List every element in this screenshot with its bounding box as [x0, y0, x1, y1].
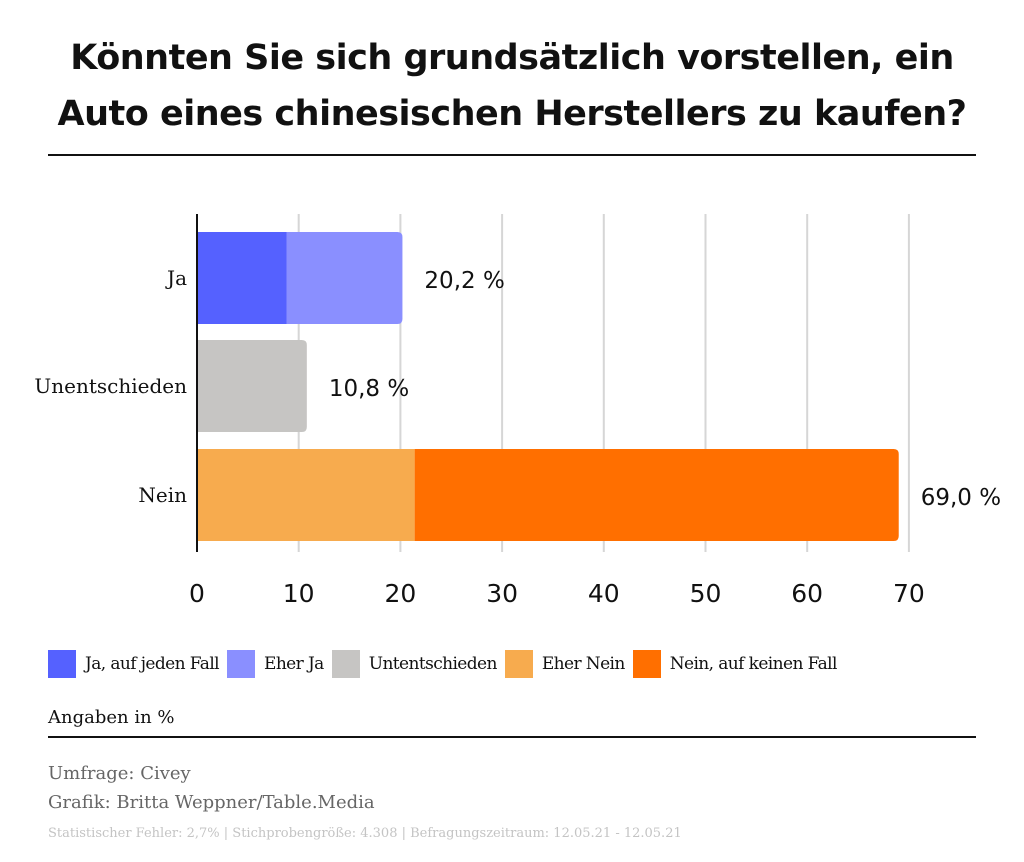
graphic-credit: Grafik: Britta Weppner/Table.Media: [48, 792, 375, 813]
legend-swatch-1: [227, 650, 256, 678]
bar-ja-1: [286, 232, 403, 324]
x-tick-label-30: 30: [486, 579, 518, 608]
category-label-nein: Nein: [138, 483, 187, 507]
footer-divider: [48, 736, 976, 738]
bar-chart: Ja 20,2 % Unentschieden 10,8 % Nein 69,0 % 0 10…: [34, 214, 1001, 608]
legend-swatch-0: [48, 650, 76, 678]
category-label-ja: Ja: [165, 266, 187, 290]
x-tick-label-60: 60: [791, 579, 823, 608]
total-label-unentschieden: 10,8 %: [329, 376, 409, 402]
legend-item-3: Eher Nein: [504, 650, 625, 678]
legend-label-4: Nein, auf keinen Fall: [669, 654, 838, 674]
x-tick-label-40: 40: [588, 579, 620, 608]
legend-item-4: Nein, auf keinen Fall: [632, 650, 838, 678]
legend-label-3: Eher Nein: [541, 654, 625, 674]
total-label-ja: 20,2 %: [424, 268, 504, 294]
category-label-unentschieden: Unentschieden: [34, 374, 187, 398]
bar-unentschieden-2: [197, 340, 307, 432]
legend-item-1: Eher Ja: [227, 650, 324, 678]
statistics-footnote: Statistischer Fehler: 2,7% | Stichproben…: [48, 826, 682, 841]
chart-legend: Ja, auf jeden Fall Eher Ja Untentschieden E…: [48, 649, 845, 679]
legend-swatch-3: [504, 650, 533, 678]
total-label-nein: 69,0 %: [921, 485, 1001, 511]
bar-nein-4: [414, 449, 899, 541]
title-divider: [48, 154, 976, 156]
x-tick-label-20: 20: [384, 579, 416, 608]
legend-item-2: Untentschieden: [331, 650, 498, 678]
legend-item-0: Ja, auf jeden Fall: [48, 650, 220, 678]
x-tick-label-70: 70: [893, 579, 925, 608]
x-tick-label-50: 50: [690, 579, 722, 608]
x-tick-label-0: 0: [189, 579, 205, 608]
legend-label-0: Ja, auf jeden Fall: [85, 654, 220, 674]
unit-note: Angaben in %: [48, 707, 175, 728]
bar-nein-3: [197, 449, 415, 541]
x-tick-label-10: 10: [283, 579, 315, 608]
chart-title: Könnten Sie sich grundsätzlich vorstelle…: [0, 30, 1024, 142]
chart-title-line-2: Auto eines chinesischen Herstellers zu k…: [57, 94, 967, 134]
legend-swatch-2: [331, 650, 360, 678]
legend-label-1: Eher Ja: [264, 654, 324, 674]
legend-swatch-4: [632, 650, 661, 678]
survey-source: Umfrage: Civey: [48, 763, 191, 784]
chart-title-line-1: Könnten Sie sich grundsätzlich vorstelle…: [70, 38, 954, 78]
legend-label-2: Untentschieden: [368, 654, 498, 674]
bar-ja-0: [197, 232, 287, 324]
